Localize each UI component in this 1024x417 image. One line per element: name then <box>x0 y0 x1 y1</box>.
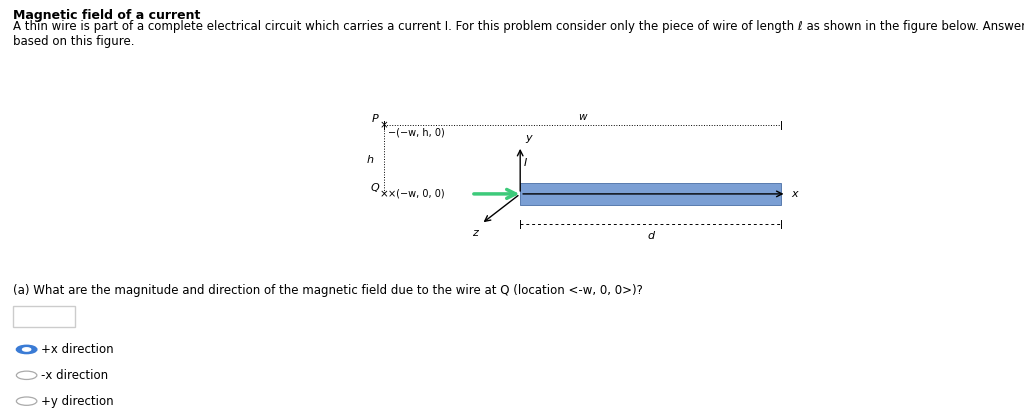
Text: +y direction: +y direction <box>41 394 114 408</box>
Bar <box>520 183 781 205</box>
Text: ×(−w, 0, 0): ×(−w, 0, 0) <box>388 189 444 199</box>
Text: −(−w, h, 0): −(−w, h, 0) <box>388 127 444 137</box>
Text: w: w <box>579 112 587 122</box>
Circle shape <box>23 348 31 351</box>
Text: ×: × <box>380 189 388 199</box>
Text: x: x <box>792 189 798 199</box>
Text: Magnetic field of a current: Magnetic field of a current <box>13 9 201 22</box>
Text: Q: Q <box>370 183 379 193</box>
Text: based on this figure.: based on this figure. <box>13 35 135 48</box>
Circle shape <box>16 371 37 379</box>
Text: y: y <box>525 133 531 143</box>
Bar <box>13 306 75 327</box>
Text: -x direction: -x direction <box>41 369 109 382</box>
Text: ×: × <box>380 120 388 130</box>
Circle shape <box>16 397 37 405</box>
Text: (a) What are the magnitude and direction of the magnetic field due to the wire a: (a) What are the magnitude and direction… <box>13 284 643 296</box>
Text: A thin wire is part of a complete electrical circuit which carries a current Ⅰ. : A thin wire is part of a complete electr… <box>13 20 1024 33</box>
Text: h: h <box>367 155 374 164</box>
Text: z: z <box>472 228 478 238</box>
Circle shape <box>16 345 37 354</box>
Text: +x direction: +x direction <box>41 343 114 356</box>
Text: I: I <box>523 158 526 168</box>
Text: d: d <box>647 231 654 241</box>
Text: P: P <box>372 114 379 124</box>
